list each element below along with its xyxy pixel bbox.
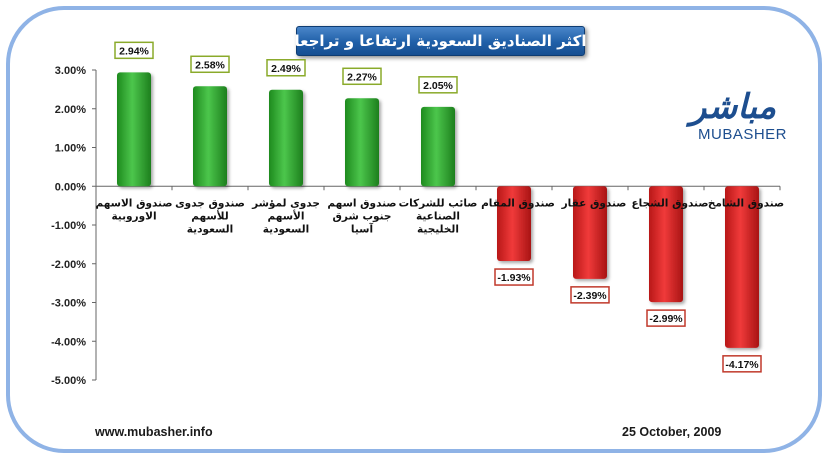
data-label: -2.39% — [573, 290, 607, 302]
chart-title: اكثر الصناديق السعودية ارتفاعا و تراجعا — [295, 26, 586, 56]
category-label: السعودية — [263, 223, 309, 235]
data-label-box — [342, 67, 382, 86]
category-label: صندوق الشامخ — [708, 197, 784, 209]
y-tick-label: -3.00% — [51, 298, 86, 310]
data-label: 2.94% — [119, 45, 149, 57]
category-label: آسيا — [351, 222, 374, 235]
category-label: السعودية — [187, 223, 233, 235]
data-label: 2.27% — [347, 71, 377, 83]
data-label-box — [190, 55, 230, 74]
bar — [193, 86, 227, 187]
category-label: صندوق الشجاع — [632, 197, 709, 209]
y-tick-label: -1.00% — [51, 220, 86, 232]
y-tick-label: -2.00% — [51, 259, 86, 271]
y-tick-label: -4.00% — [51, 336, 86, 348]
chart-date: 25 October, 2009 — [622, 425, 722, 439]
y-tick-label: 2.00% — [55, 104, 86, 116]
bar — [649, 186, 683, 303]
data-label-box — [266, 59, 306, 77]
data-labels: 2.94% 2.58% 2.49% 2.27% 2.05% -1.93% -2.39% -2.… — [114, 41, 762, 373]
data-label: 2.05% — [423, 80, 453, 92]
data-label: 2.58% — [195, 59, 225, 71]
y-tick-label: -5.00% — [51, 375, 86, 387]
y-tick-label: 0.00% — [55, 181, 86, 193]
category-label: جنوب شرق — [333, 210, 392, 222]
y-tick-label: 1.00% — [55, 143, 86, 155]
category-label: الأسهم — [268, 209, 305, 222]
data-label-box — [114, 41, 154, 60]
bar — [269, 89, 303, 187]
bar — [725, 186, 759, 348]
category-label: الخليجية — [417, 223, 459, 235]
bar — [497, 186, 531, 262]
category-label: صندوق جدوى — [175, 197, 245, 209]
data-label: -2.99% — [649, 313, 683, 325]
category-label: للأسهم — [191, 209, 228, 222]
website-link[interactable]: www.mubasher.info — [95, 425, 213, 439]
logo-english-text: MUBASHER — [698, 126, 788, 143]
data-label: -1.93% — [497, 272, 531, 284]
mubasher-logo: مباشر MUBASHER — [686, 87, 788, 150]
data-label-box — [570, 286, 610, 304]
data-label-box — [646, 309, 686, 327]
bar — [421, 106, 455, 187]
category-label: الصناعية — [416, 210, 460, 222]
data-label: -4.17% — [725, 359, 759, 371]
bar — [345, 98, 379, 187]
y-tick-label: 3.00% — [55, 65, 86, 77]
category-label: صائب للشركات — [399, 197, 478, 209]
logo-arabic-text: مباشر — [690, 87, 777, 127]
data-label-box — [494, 268, 534, 286]
category-label: صندوق عقار — [561, 197, 627, 209]
category-label: صندوق اسهم — [327, 197, 396, 209]
bar — [573, 186, 607, 279]
bars — [117, 72, 759, 348]
bar — [117, 72, 151, 187]
data-label-box — [722, 355, 762, 373]
category-label: صندوق المقام — [481, 197, 555, 209]
category-label: صندوق الاسهم — [96, 197, 173, 209]
category-label: جدوى لمؤشر — [251, 197, 320, 209]
category-label: الاوروبية — [111, 210, 156, 222]
data-label: 2.49% — [271, 63, 301, 75]
data-label-box — [418, 76, 458, 94]
y-axis: 3.00% 2.00% 1.00% 0.00% -1.00% -2.00% -3.00% -4… — [51, 65, 781, 387]
